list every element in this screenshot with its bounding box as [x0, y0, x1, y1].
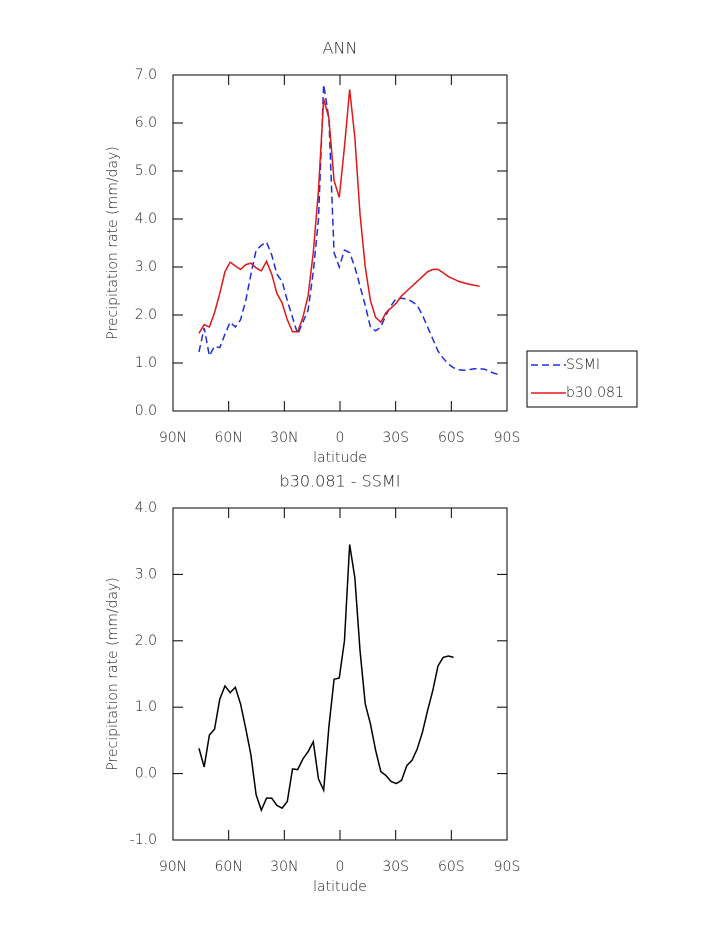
- y-tick-label: 4.0: [135, 211, 157, 227]
- legend-box: [526, 350, 638, 408]
- y-tick-label: 7.0: [135, 67, 157, 83]
- legend-label: SSMI: [566, 357, 600, 373]
- y-axis-label: Precipitation rate (mm/day): [105, 146, 121, 340]
- x-tick-label: 30S: [382, 859, 409, 875]
- y-tick-label: 1.0: [135, 699, 157, 715]
- x-tick-label: 30S: [382, 430, 409, 446]
- y-tick-label: 6.0: [135, 115, 157, 131]
- y-tick-label: 0.0: [135, 766, 157, 782]
- x-tick-label: 60N: [215, 430, 243, 446]
- data-line: [198, 89, 480, 334]
- x-tick-label: 90S: [494, 430, 521, 446]
- x-tick-label: 0: [336, 859, 345, 875]
- x-tick-label: 0: [336, 430, 345, 446]
- x-tick-label: 30N: [270, 859, 298, 875]
- y-tick-label: -1.0: [130, 832, 157, 848]
- x-tick-label: 60S: [438, 430, 465, 446]
- x-tick-label: 30N: [270, 430, 298, 446]
- y-tick-label: 0.0: [135, 403, 157, 419]
- x-tick-label: 60S: [438, 859, 465, 875]
- x-axis-label: latitude: [313, 450, 367, 466]
- y-tick-label: 4.0: [135, 500, 157, 516]
- y-tick-label: 1.0: [135, 355, 157, 371]
- x-tick-label: 90S: [494, 859, 521, 875]
- y-tick-label: 2.0: [135, 307, 157, 323]
- chart-title: b30.081 - SSMI: [280, 472, 401, 491]
- x-axis-label: latitude: [313, 879, 367, 895]
- x-tick-label: 90N: [159, 430, 187, 446]
- y-tick-label: 3.0: [135, 566, 157, 582]
- y-tick-label: 2.0: [135, 633, 157, 649]
- data-line: [198, 84, 501, 376]
- data-line: [198, 544, 454, 813]
- x-tick-label: 60N: [215, 859, 243, 875]
- legend-label: b30.081: [566, 385, 624, 401]
- y-tick-label: 3.0: [135, 259, 157, 275]
- y-axis-label: Precipitation rate (mm/day): [105, 577, 121, 771]
- x-tick-label: 90N: [159, 859, 187, 875]
- chart-title: ANN: [323, 39, 358, 58]
- plot-frame: [172, 74, 508, 412]
- y-tick-label: 5.0: [135, 163, 157, 179]
